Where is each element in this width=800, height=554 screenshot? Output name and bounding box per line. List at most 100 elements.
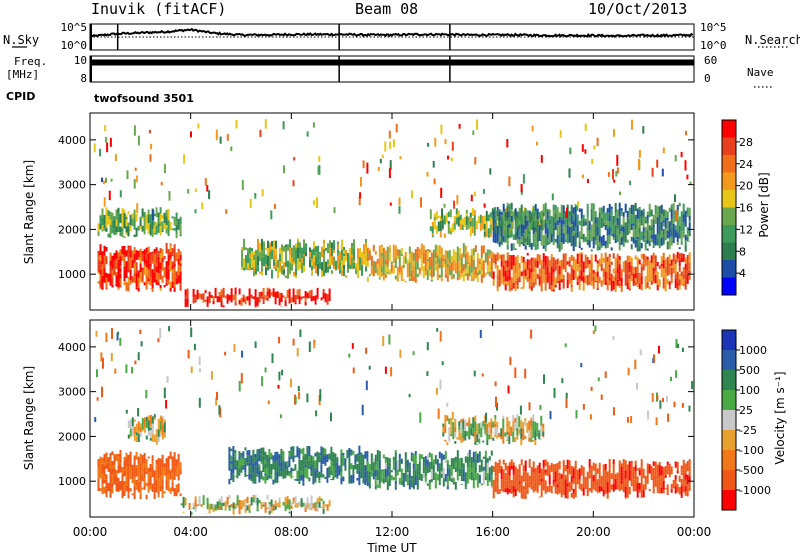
heatmap-cell (459, 214, 462, 221)
heatmap-cell (534, 257, 537, 260)
heatmap-cell (196, 504, 199, 506)
heatmap-cell (234, 503, 237, 508)
heatmap-cell (506, 218, 509, 222)
heatmap-cell (552, 210, 555, 218)
heatmap-cell (127, 470, 130, 478)
heatmap-cell (638, 283, 641, 289)
heatmap-cell (302, 482, 305, 486)
heatmap-cell (560, 269, 563, 280)
heatmap-cell (103, 245, 106, 254)
heatmap-cell (494, 238, 497, 244)
heatmap-cell (153, 417, 156, 420)
heatmap-cell (243, 267, 245, 271)
heatmap-cell (570, 265, 573, 268)
heatmap-cell (304, 297, 307, 302)
nsky-line (89, 27, 694, 38)
heatmap-cell (475, 220, 478, 228)
heatmap-cell (246, 496, 249, 504)
heatmap-cell (608, 253, 611, 258)
heatmap-cell (131, 250, 134, 261)
heatmap-cell (678, 487, 681, 491)
heatmap-cell (357, 248, 359, 260)
heatmap-cell (682, 278, 685, 284)
heatmap-cell (442, 423, 445, 427)
heatmap-cell (111, 284, 114, 288)
heatmap-cell (498, 245, 501, 247)
heatmap-cell (651, 393, 654, 402)
heatmap-cell (424, 465, 427, 472)
heatmap-cell (115, 209, 118, 220)
heatmap-cell (376, 268, 379, 276)
heatmap-cell (360, 458, 363, 467)
heatmap-cell (620, 463, 623, 467)
heatmap-cell (534, 478, 537, 490)
heatmap-cell (149, 472, 152, 476)
heatmap-cell (653, 354, 655, 363)
heatmap-cell (582, 219, 585, 227)
heatmap-cell (279, 414, 282, 419)
heatmap-cell (159, 327, 162, 339)
heatmap-cell (562, 460, 565, 468)
heatmap-cell (379, 158, 382, 164)
heatmap-cell (133, 419, 136, 422)
heatmap-cell (103, 264, 106, 269)
heatmap-cell (618, 242, 621, 245)
heatmap-cell (514, 418, 517, 423)
heatmap-cell (303, 254, 305, 257)
heatmap-cell (321, 246, 323, 258)
heatmap-cell (590, 386, 593, 391)
heatmap-cell (313, 344, 316, 349)
heatmap-cell (519, 405, 522, 415)
heatmap-cell (536, 208, 539, 220)
heatmap-cell (504, 475, 507, 481)
heatmap-cell (490, 450, 493, 456)
heatmap-cell (328, 453, 331, 460)
heatmap-cell (351, 258, 353, 269)
heatmap-cell (454, 432, 457, 438)
heatmap-cell (346, 449, 349, 459)
heatmap-cell (133, 209, 136, 220)
heatmap-cell (656, 159, 659, 168)
heatmap-cell (516, 421, 519, 428)
heatmap-cell (175, 278, 178, 285)
heatmap-cell (113, 454, 116, 457)
heatmap-cell (332, 457, 335, 463)
heatmap-cell (254, 465, 257, 474)
heatmap-cell (115, 232, 118, 235)
heatmap-cell (361, 258, 363, 265)
heatmap-cell (274, 291, 277, 302)
heatmap-cell (240, 373, 243, 384)
heatmap-cell (318, 480, 321, 484)
heatmap-cell (390, 479, 393, 481)
heatmap-cell (436, 269, 439, 281)
heatmap-cell (149, 485, 152, 490)
heatmap-cell (336, 473, 339, 477)
heatmap-cell (498, 280, 501, 287)
heatmap-cell (103, 282, 106, 284)
heatmap-cell (652, 488, 655, 494)
heatmap-cell (428, 249, 431, 253)
heatmap-cell (101, 282, 104, 290)
heatmap-cell (680, 465, 683, 473)
heatmap-cell (443, 215, 446, 225)
heatmap-cell (125, 452, 128, 459)
heatmap-cell (592, 285, 595, 289)
heatmap-cell (340, 471, 343, 478)
heatmap-cell (314, 452, 317, 457)
heatmap-cell (509, 356, 512, 365)
heatmap-cell (654, 255, 657, 264)
heatmap-cell (414, 451, 417, 455)
heatmap-cell (448, 270, 451, 273)
heatmap-cell (534, 259, 537, 267)
heatmap-cell (566, 227, 569, 235)
heatmap-cell (103, 268, 106, 279)
heatmap-cell (542, 482, 545, 489)
heatmap-cell (638, 272, 641, 284)
heatmap-cell (638, 246, 641, 251)
heatmap-cell (420, 243, 423, 251)
heatmap-cell (670, 236, 673, 246)
heatmap-cell (111, 268, 114, 271)
heatmap-cell (337, 249, 339, 254)
heatmap-cell (173, 456, 176, 467)
heatmap-cell (485, 221, 488, 231)
